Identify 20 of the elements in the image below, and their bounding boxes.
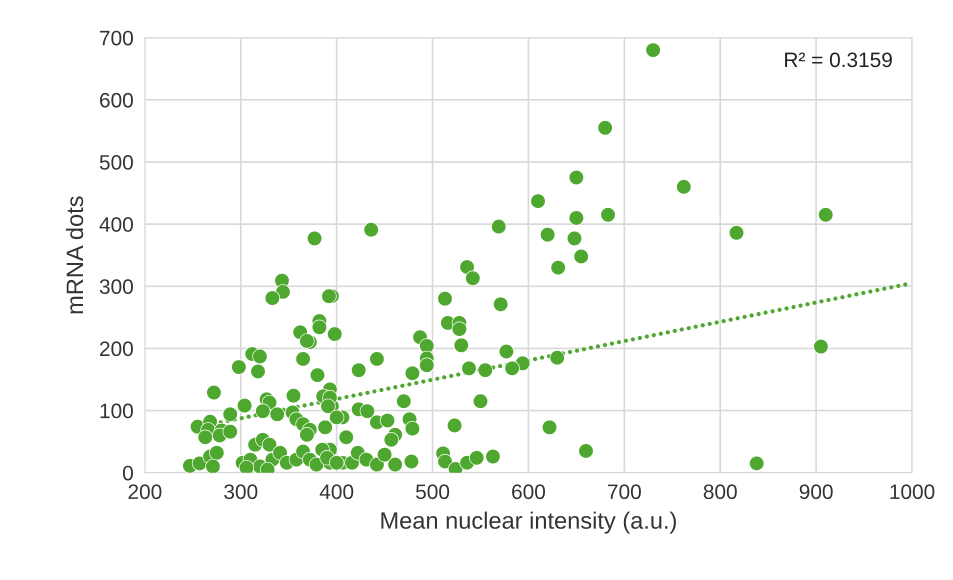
x-tick-label: 300: [224, 484, 258, 500]
x-tick-label: 400: [320, 484, 354, 500]
y-tick-label: 500: [100, 154, 133, 170]
y-tick-label: 200: [100, 341, 133, 356]
x-tick-label: 700: [608, 484, 641, 500]
x-axis-title: Mean nuclear intensity (a.u.): [381, 512, 676, 534]
x-tick-label: 900: [800, 484, 833, 500]
annotation: R² = 0.3159: [785, 52, 892, 68]
y-axis-title: mRNA dots: [66, 196, 84, 314]
x-tick-label: 200: [128, 484, 162, 500]
y-tick-label: 700: [100, 30, 133, 46]
y-tick-label: 300: [100, 279, 133, 294]
y-tick-label: 100: [100, 404, 133, 418]
x-tick-label: 800: [704, 484, 737, 500]
y-tick-label: 600: [100, 92, 133, 108]
x-tick-label: 500: [416, 484, 450, 500]
y-tick-label: 400: [99, 217, 133, 232]
y-tick-label: 0: [122, 466, 133, 480]
x-tick-label: 1000: [890, 484, 934, 500]
x-tick-label: 600: [512, 484, 546, 500]
